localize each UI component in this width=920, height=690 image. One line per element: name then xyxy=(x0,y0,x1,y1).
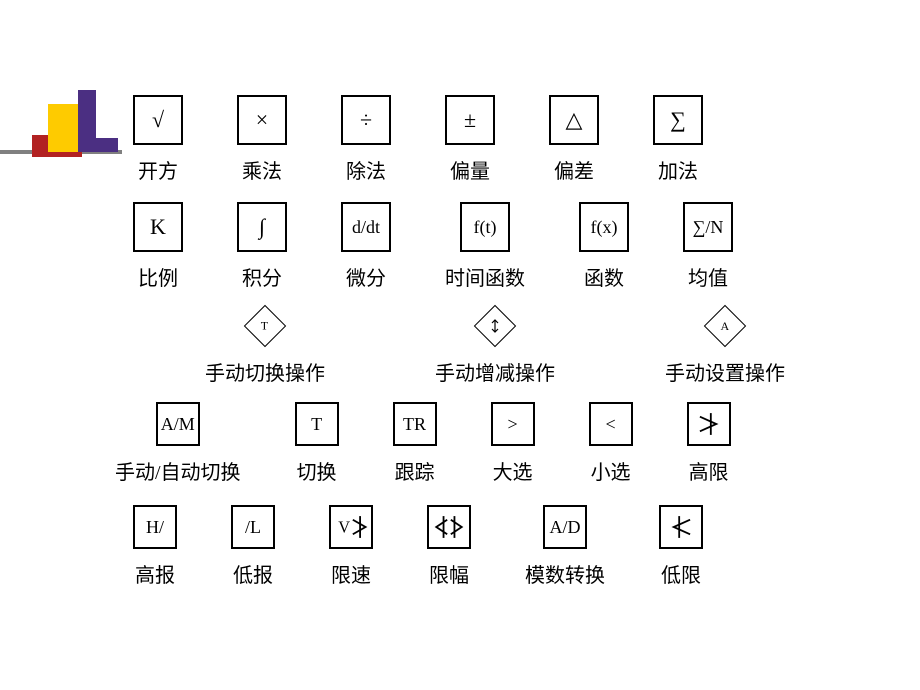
symbol-cell: ∑/N 均值 xyxy=(683,202,733,291)
lt-slash-icon xyxy=(659,505,703,549)
symbol-box: d/dt xyxy=(341,202,391,252)
symbol-label: 比例 xyxy=(138,262,178,291)
symbol-cell: > 大选 xyxy=(491,402,535,485)
symbol-label: 时间函数 xyxy=(445,262,525,291)
symbol-box: A/D xyxy=(543,505,587,549)
symbol-box: ± xyxy=(445,95,495,145)
symbol-box: ∫ xyxy=(237,202,287,252)
symbol-box: ∑/N xyxy=(683,202,733,252)
symbol-label: 低报 xyxy=(233,559,273,588)
row-4: A/M 手动/自动切换 T 切换 TR 跟踪 > 大选 < 小选 高限 xyxy=(115,402,905,485)
deco-purple-horiz xyxy=(78,138,118,152)
symbol-cell: d/dt 微分 xyxy=(341,202,391,291)
symbol-label: 手动设置操作 xyxy=(665,357,785,386)
symbol-box: H/ xyxy=(133,505,177,549)
symbol-label: 切换 xyxy=(297,456,337,485)
symbol-label: 乘法 xyxy=(242,155,282,184)
symbol-cell: T 切换 xyxy=(295,402,339,485)
symbol-cell: K 比例 xyxy=(133,202,183,291)
symbol-cell: /L 低报 xyxy=(231,505,275,588)
symbol-cell: 手动增减操作 xyxy=(435,305,555,386)
symbol-box: f(t) xyxy=(460,202,510,252)
symbol-label: 限幅 xyxy=(429,559,469,588)
symbol-cell: f(x) 函数 xyxy=(579,202,629,291)
symbol-label: 高限 xyxy=(689,456,729,485)
symbol-label: 函数 xyxy=(584,262,624,291)
row-5: H/高报/L 低报 V 限速 限幅 A/D 模数转换 低限 xyxy=(115,505,905,588)
symbol-label: 跟踪 xyxy=(395,456,435,485)
diamond-symbol: A xyxy=(704,305,746,347)
symbol-label: 手动/自动切换 xyxy=(115,456,241,485)
symbol-label: 低限 xyxy=(661,559,701,588)
symbol-box: × xyxy=(237,95,287,145)
symbol-legend: √开方×乘法÷除法±偏量△偏差∑加法 K比例∫积分d/dt微分f(t)时间函数f… xyxy=(115,95,905,596)
symbol-label: 手动切换操作 xyxy=(205,357,325,386)
symbol-box: < xyxy=(589,402,633,446)
svg-text:V: V xyxy=(338,517,350,536)
symbol-label: 小选 xyxy=(591,456,631,485)
symbol-label: 开方 xyxy=(138,155,178,184)
symbol-box: ∑ xyxy=(653,95,703,145)
symbol-cell: A/M 手动/自动切换 xyxy=(115,402,241,485)
symbol-cell: f(t) 时间函数 xyxy=(445,202,525,291)
symbol-cell: A/D 模数转换 xyxy=(525,505,605,588)
symbol-label: 除法 xyxy=(346,155,386,184)
symbol-cell: A 手动设置操作 xyxy=(665,305,785,386)
symbol-cell: H/高报 xyxy=(133,505,177,588)
symbol-box: ÷ xyxy=(341,95,391,145)
symbol-cell: 高限 xyxy=(687,402,731,485)
symbol-cell: TR 跟踪 xyxy=(393,402,437,485)
ltgt-slash-icon xyxy=(427,505,471,549)
row-3: T 手动切换操作 手动增减操作 A 手动设置操作 xyxy=(115,305,905,386)
symbol-cell: ∑ 加法 xyxy=(653,95,703,184)
symbol-label: 偏差 xyxy=(554,155,594,184)
symbol-label: 限速 xyxy=(331,559,371,588)
symbol-box: f(x) xyxy=(579,202,629,252)
symbol-label: 手动增减操作 xyxy=(435,357,555,386)
symbol-label: 均值 xyxy=(688,262,728,291)
symbol-box: K xyxy=(133,202,183,252)
symbol-cell: < 小选 xyxy=(589,402,633,485)
v-gt-slash-icon: V xyxy=(329,505,373,549)
symbol-label: 加法 xyxy=(658,155,698,184)
symbol-cell: ÷ 除法 xyxy=(341,95,391,184)
symbol-box: TR xyxy=(393,402,437,446)
symbol-box: T xyxy=(295,402,339,446)
symbol-label: 偏量 xyxy=(450,155,490,184)
symbol-box: √ xyxy=(133,95,183,145)
diamond-symbol xyxy=(474,305,516,347)
symbol-label: 模数转换 xyxy=(525,559,605,588)
row-2: K 比例 ∫ 积分 d/dt 微分 f(t) 时间函数 f(x) 函数 ∑/N 均值 xyxy=(115,202,905,291)
symbol-box: /L xyxy=(231,505,275,549)
symbol-label: 微分 xyxy=(346,262,386,291)
symbol-label: 积分 xyxy=(242,262,282,291)
symbol-cell: △ 偏差 xyxy=(549,95,599,184)
diamond-symbol: T xyxy=(244,305,286,347)
symbol-label: 大选 xyxy=(493,456,533,485)
symbol-cell: ∫ 积分 xyxy=(237,202,287,291)
symbol-cell: ± 偏量 xyxy=(445,95,495,184)
symbol-cell: × 乘法 xyxy=(237,95,287,184)
symbol-cell: √ 开方 xyxy=(133,95,183,184)
symbol-cell: 低限 xyxy=(659,505,703,588)
symbol-box: A/M xyxy=(156,402,200,446)
symbol-cell: V 限速 xyxy=(329,505,373,588)
gt-slash-icon xyxy=(687,402,731,446)
symbol-cell: T 手动切换操作 xyxy=(205,305,325,386)
symbol-box: △ xyxy=(549,95,599,145)
symbol-box: > xyxy=(491,402,535,446)
symbol-cell: 限幅 xyxy=(427,505,471,588)
row-1: √ 开方 × 乘法 ÷ 除法 ± 偏量 △ 偏差 ∑ 加法 xyxy=(115,95,905,184)
symbol-label: 高报 xyxy=(135,559,175,588)
